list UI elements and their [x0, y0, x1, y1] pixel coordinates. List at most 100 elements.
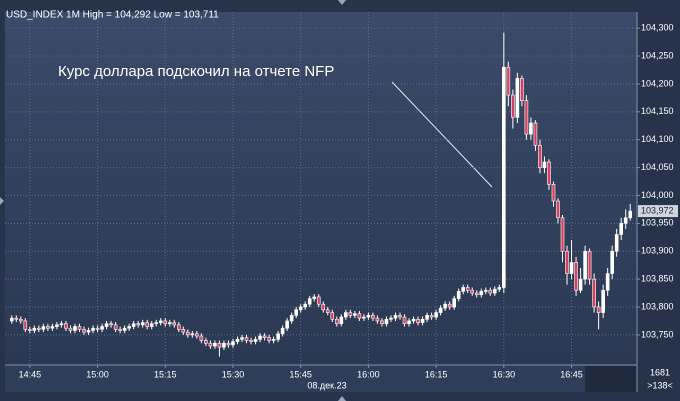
- candle-body: [583, 250, 587, 280]
- candle-body: [172, 322, 177, 326]
- candle-body: [204, 340, 208, 344]
- candle-body: [461, 287, 466, 292]
- scroll-box: [585, 366, 637, 392]
- candle-body: [610, 250, 614, 274]
- candle-body: [73, 326, 77, 331]
- candle-body: [334, 318, 339, 325]
- candle-body: [131, 323, 136, 327]
- candle-body: [529, 122, 533, 135]
- candle-body: [307, 298, 312, 305]
- candle-body: [145, 322, 149, 327]
- candle-body: [28, 329, 32, 331]
- candle-body: [289, 315, 294, 322]
- y-tick-label: 103,950: [641, 218, 674, 228]
- candle-body: [118, 329, 122, 331]
- candle-body: [18, 318, 23, 322]
- candle-body: [429, 315, 434, 318]
- candle-body: [389, 317, 393, 320]
- candle-body: [614, 234, 619, 252]
- x-tick-label: 15:00: [86, 369, 109, 379]
- y-tick-label: 104,050: [641, 162, 674, 172]
- candle-body: [402, 316, 407, 325]
- candle-body: [100, 326, 104, 330]
- candle-body: [407, 320, 411, 325]
- candle-body: [506, 66, 511, 96]
- candle-body: [425, 315, 429, 320]
- candle-body: [542, 161, 547, 168]
- candle-body: [547, 161, 551, 185]
- candle-body: [267, 337, 271, 341]
- candle-body: [511, 94, 515, 118]
- candle-body: [32, 327, 37, 331]
- candle-body: [276, 333, 280, 340]
- candle-body: [411, 318, 416, 322]
- x-tick-label: 16:45: [560, 369, 583, 379]
- last-price-box: [638, 205, 678, 218]
- candle-body: [353, 313, 357, 316]
- candle-body: [253, 339, 258, 342]
- candle-body: [149, 323, 154, 327]
- y-tick-label: 104,150: [641, 106, 674, 116]
- candle-body: [285, 320, 289, 329]
- x-axis-strip: [5, 365, 637, 392]
- marker: [338, 396, 346, 401]
- candle-body: [380, 320, 384, 325]
- marker: [0, 197, 4, 205]
- candle-body: [82, 329, 86, 333]
- candle-body: [605, 273, 610, 291]
- candle-body: [226, 342, 231, 346]
- candle-body: [420, 318, 425, 323]
- candle-body: [488, 289, 493, 294]
- candle-body: [91, 327, 95, 331]
- candle-body: [578, 278, 583, 291]
- candle-body: [280, 327, 285, 335]
- candle-body: [601, 289, 605, 313]
- candle-body: [240, 337, 244, 340]
- footer-label: >138<: [647, 380, 673, 390]
- candle-body: [262, 335, 267, 338]
- candle-body: [316, 296, 321, 305]
- x-tick-label: 14:45: [19, 369, 42, 379]
- y-tick-label: 104,200: [641, 78, 674, 88]
- y-tick-label: 104,100: [641, 134, 674, 144]
- candle-body: [556, 200, 560, 219]
- candle-body: [186, 331, 190, 336]
- candle-body: [447, 303, 452, 308]
- x-tick-label: 16:00: [357, 369, 380, 379]
- candle-body: [371, 315, 375, 319]
- candle-body: [483, 289, 488, 292]
- candle-body: [384, 318, 389, 325]
- candle-body: [177, 324, 181, 330]
- candle-body: [416, 318, 420, 323]
- candle-body: [41, 326, 46, 330]
- candle-body: [434, 312, 438, 318]
- candle-body: [222, 342, 226, 348]
- candles: [9, 32, 633, 357]
- candle-body: [623, 217, 628, 224]
- candle-body: [515, 78, 520, 118]
- candle-body: [339, 316, 344, 325]
- candle-body: [50, 326, 55, 329]
- candle-body: [596, 306, 601, 313]
- chart-title: USD_INDEX 1M High = 104,292 Low = 103,71…: [6, 10, 219, 21]
- candle-body: [298, 306, 303, 311]
- plot-area: [5, 12, 637, 365]
- candle-body: [398, 315, 402, 318]
- candle-body: [59, 323, 64, 326]
- candle-body: [158, 320, 163, 323]
- candle-body: [551, 184, 556, 202]
- candle-body: [249, 340, 253, 342]
- candle-body: [538, 144, 542, 168]
- candle-body: [587, 250, 592, 280]
- candle-body: [533, 122, 538, 146]
- candle-body: [619, 223, 624, 235]
- candle-body: [244, 337, 249, 341]
- candle-body: [492, 288, 497, 294]
- candle-body: [357, 313, 362, 319]
- candle-body: [167, 322, 172, 325]
- candle-body: [520, 78, 524, 101]
- candle-body: [181, 329, 186, 333]
- candle-body: [154, 322, 159, 325]
- candle-body: [344, 312, 348, 318]
- candle-body: [64, 323, 68, 329]
